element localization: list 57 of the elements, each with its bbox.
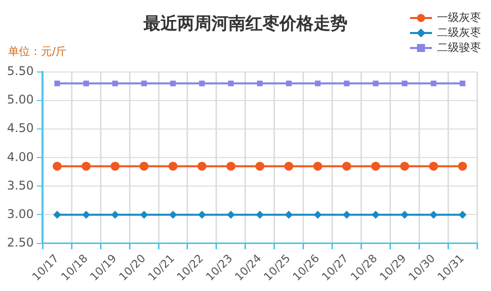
point xyxy=(226,210,235,219)
point xyxy=(342,210,351,219)
point xyxy=(197,162,206,171)
y-tick-label: 5.00 xyxy=(7,92,34,107)
point xyxy=(140,210,148,219)
point xyxy=(54,80,60,86)
point xyxy=(460,80,466,86)
point xyxy=(169,210,178,219)
point xyxy=(342,162,352,171)
point xyxy=(458,210,467,219)
point xyxy=(430,80,436,86)
y-tick-label: 2.50 xyxy=(7,235,34,250)
legend-label: 一级灰枣 xyxy=(437,10,481,25)
point xyxy=(83,80,89,86)
point xyxy=(402,80,408,86)
point xyxy=(199,80,205,86)
y-axis-title: 单位：元/斤 xyxy=(8,44,67,59)
point xyxy=(255,162,264,171)
point xyxy=(314,80,321,86)
y-tick-label: 4.50 xyxy=(7,121,34,136)
point xyxy=(371,162,380,171)
point xyxy=(400,210,409,219)
point xyxy=(458,162,468,171)
point xyxy=(52,162,62,171)
y-tick-label: 5.50 xyxy=(7,64,34,78)
point xyxy=(53,210,62,219)
point xyxy=(313,162,322,171)
point xyxy=(168,162,178,171)
point xyxy=(430,210,438,219)
point xyxy=(198,210,206,219)
point xyxy=(372,210,380,219)
chart-title: 最近两周河南红枣价格走势 xyxy=(144,14,348,34)
point xyxy=(141,80,147,86)
point xyxy=(314,210,322,219)
point xyxy=(111,210,120,219)
point xyxy=(228,80,234,86)
point xyxy=(400,162,410,171)
point xyxy=(170,80,176,86)
point xyxy=(82,162,91,171)
y-tick-label: 3.00 xyxy=(7,206,34,221)
point xyxy=(286,80,292,86)
point xyxy=(110,162,120,171)
point xyxy=(429,162,438,171)
y-tick-label: 3.50 xyxy=(7,178,34,192)
point xyxy=(112,80,118,86)
point xyxy=(256,210,264,219)
legend-label: 二级骏枣 xyxy=(437,40,481,55)
point xyxy=(140,162,149,171)
point xyxy=(344,80,350,86)
point xyxy=(257,80,263,86)
point xyxy=(372,80,378,86)
point xyxy=(82,210,90,219)
point xyxy=(226,162,236,171)
point xyxy=(284,210,293,219)
y-tick-label: 4.00 xyxy=(7,150,34,164)
point xyxy=(284,162,294,171)
legend-label: 二级灰枣 xyxy=(437,25,481,40)
